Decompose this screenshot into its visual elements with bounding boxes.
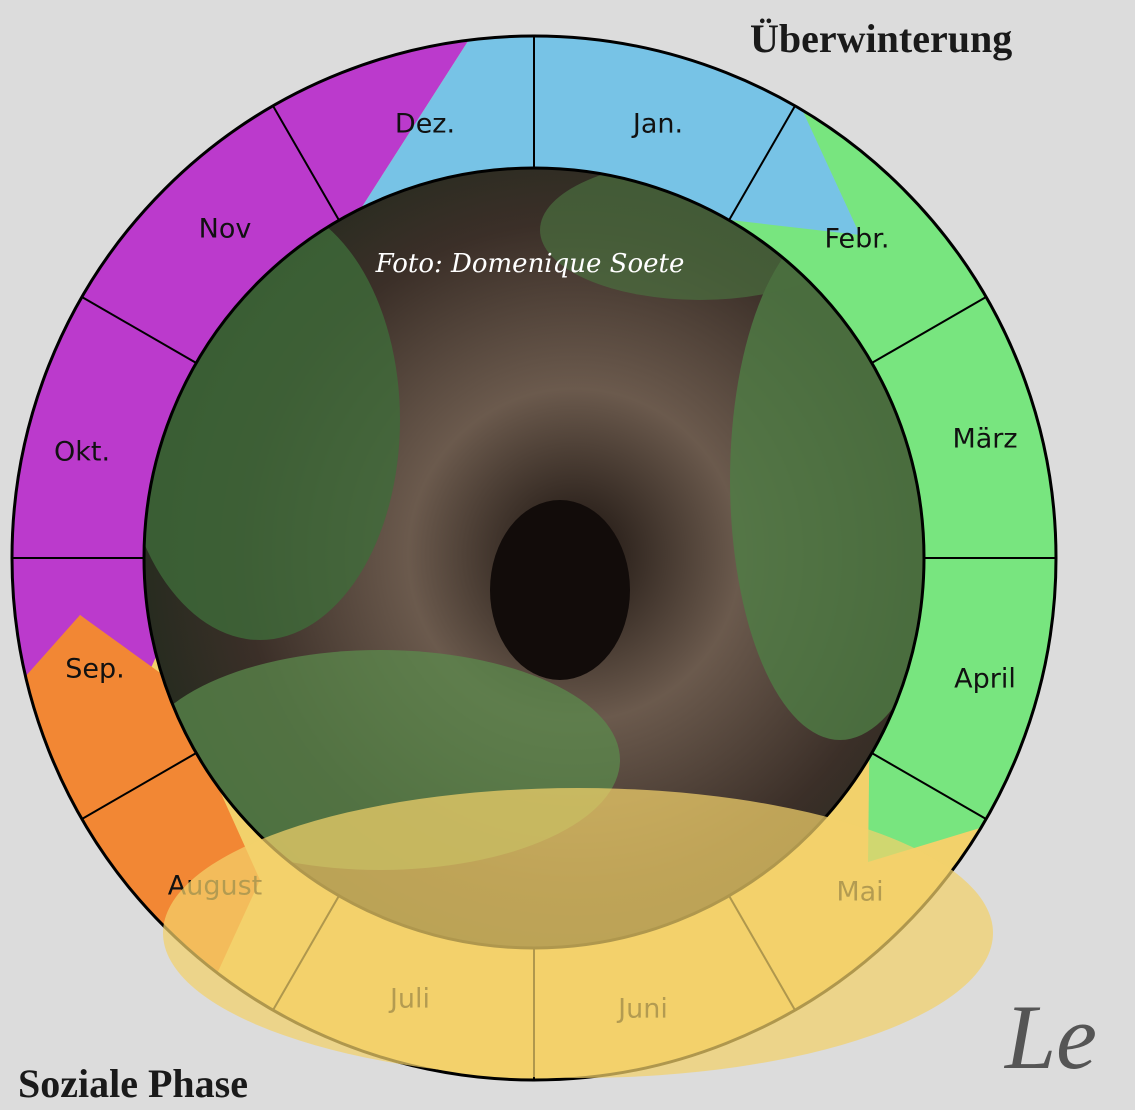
month-label: April (954, 664, 1016, 695)
month-label: Febr. (824, 224, 889, 255)
month-label: Sep. (65, 654, 124, 685)
lifecycle-diagram: Jan.Febr.MärzAprilMaiJuniJuliAugustSep.O… (0, 0, 1135, 1110)
nest-entrance (490, 500, 630, 680)
bottom-heading: Soziale Phase (18, 1061, 248, 1106)
top-heading: Überwinterung (750, 16, 1012, 61)
social-phase-overlay (163, 788, 993, 1078)
month-label: März (952, 424, 1017, 455)
month-label: Dez. (395, 109, 455, 140)
month-label: Okt. (54, 437, 110, 468)
side-heading: Le (1003, 986, 1097, 1088)
month-label: Jan. (631, 109, 683, 140)
month-label: Nov (199, 214, 252, 245)
photo-credit: Foto: Domenique Soete (375, 249, 685, 279)
